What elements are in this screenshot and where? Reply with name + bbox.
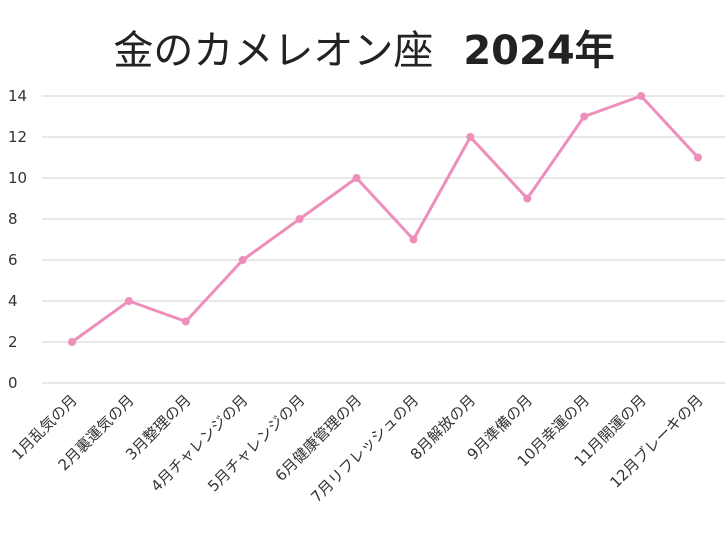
y-tick-label: 6 (8, 251, 18, 269)
data-point (637, 92, 646, 100)
y-tick-label: 2 (8, 333, 18, 351)
series-line (68, 92, 702, 346)
data-point (124, 297, 133, 305)
y-axis-ticks: 0 2 4 6 8 10 12 14 (8, 87, 27, 392)
chart-title-main: 金のカメレオン座 (113, 28, 434, 74)
series-path (70, 94, 700, 344)
data-point (238, 256, 247, 264)
data-point (352, 174, 361, 182)
data-point (68, 338, 76, 346)
data-point (523, 194, 532, 203)
y-tick-label: 0 (8, 374, 18, 392)
y-tick-label: 12 (8, 128, 27, 146)
data-point (409, 235, 418, 244)
data-point (466, 133, 475, 141)
x-tick-label: 7月リフレッシュの月 (307, 391, 422, 506)
x-tick-label: 4月チャレンジの月 (147, 391, 251, 495)
chart-title: 金のカメレオン座 2024年 (0, 18, 728, 74)
grid-lines (42, 95, 725, 384)
data-point (181, 317, 190, 326)
y-tick-label: 10 (8, 169, 27, 187)
y-tick-label: 8 (8, 210, 18, 228)
y-tick-label: 4 (8, 292, 18, 310)
x-axis-ticks: 1月乱気の月2月裏運気の月3月整理の月4月チャレンジの月5月チャレンジの月6月健… (8, 391, 707, 506)
data-point (694, 153, 702, 162)
chart-title-year: 2024年 (463, 28, 615, 74)
x-tick-label: 5月チャレンジの月 (204, 391, 308, 495)
data-point (295, 215, 304, 223)
data-point (580, 112, 589, 121)
y-tick-label: 14 (8, 87, 27, 105)
